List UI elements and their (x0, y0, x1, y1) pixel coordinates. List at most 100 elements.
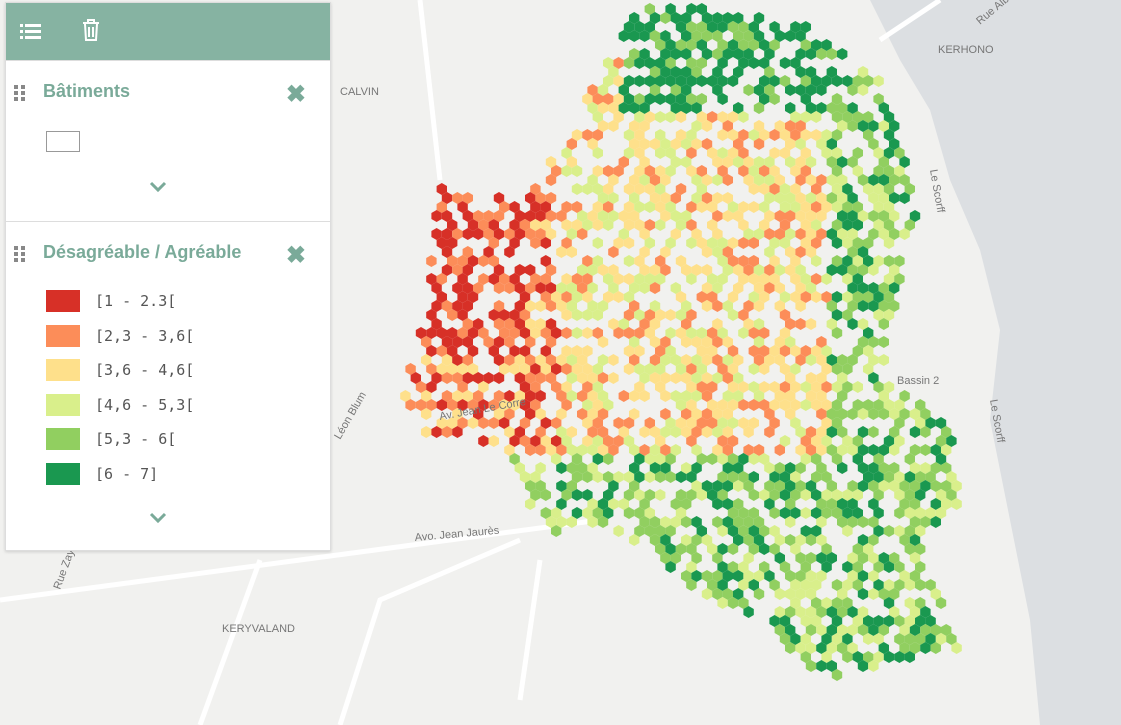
hex-cell (727, 309, 739, 321)
hex-cell (530, 183, 541, 195)
hex-cell (681, 354, 692, 366)
hex-cell (545, 372, 557, 384)
hex-cell (613, 291, 624, 303)
hex-cell (930, 624, 941, 636)
hex-cell (488, 219, 499, 231)
hex-cell (909, 210, 921, 222)
hex-cell (774, 552, 785, 564)
hex-cell (811, 525, 822, 537)
expand-chevron[interactable] (148, 181, 168, 193)
list-button[interactable] (20, 22, 42, 42)
hex-cell (873, 399, 884, 411)
hex-cell (930, 444, 941, 456)
hex-cell (426, 381, 437, 393)
hex-cell (826, 318, 837, 330)
drag-handle[interactable] (14, 85, 26, 101)
expand-chevron[interactable] (148, 512, 168, 524)
close-button[interactable]: ✖ (285, 242, 306, 269)
hex-cell (842, 507, 853, 519)
close-button[interactable]: ✖ (285, 81, 306, 108)
map-label: Rue Zay (52, 547, 78, 591)
hex-cell (665, 309, 676, 321)
hex-cell (868, 138, 879, 150)
hex-cell (551, 363, 562, 375)
hex-cell (883, 165, 895, 177)
hex-cell (904, 651, 915, 663)
hex-cell (847, 318, 858, 330)
hex-cell (592, 309, 603, 321)
hex-cell (623, 489, 635, 501)
hex-cell (816, 534, 827, 546)
hex-cell (899, 174, 910, 186)
hex-cell (852, 579, 863, 591)
hex-cell (779, 201, 791, 213)
hex-cell (883, 237, 895, 249)
hex-cell (779, 381, 791, 393)
hex-cell (717, 579, 728, 591)
hex-cell (603, 489, 614, 501)
hex-cell (660, 516, 671, 528)
hex-cell (868, 408, 879, 420)
hex-cell (545, 516, 557, 528)
hex-cell (857, 84, 869, 96)
hex-cell (748, 543, 759, 555)
hex-cell (681, 156, 692, 168)
hex-cell (623, 129, 635, 141)
hex-cell (514, 300, 525, 312)
hex-cell (670, 372, 681, 384)
hex-cell (816, 624, 827, 636)
hex-cell (696, 21, 707, 33)
hex-cell (873, 525, 884, 537)
hex-cell (696, 111, 707, 123)
hex-cell (748, 57, 759, 69)
hex-cell (623, 237, 635, 249)
hex-cell (889, 174, 900, 186)
delete-button[interactable] (82, 19, 100, 41)
hex-cell (457, 273, 468, 285)
hex-cell (722, 246, 733, 258)
hex-cell (670, 12, 681, 24)
hex-cell (852, 219, 863, 231)
hex-cell (863, 651, 874, 663)
hex-cell (925, 579, 936, 591)
hex-cell (712, 30, 723, 42)
hex-cell (727, 201, 739, 213)
hex-cell (478, 255, 489, 267)
hex-cell (634, 147, 645, 159)
hex-cell (831, 183, 843, 195)
hex-cell (639, 48, 650, 60)
hex-cell (701, 192, 713, 204)
hex-cell (603, 165, 614, 177)
hex-cell (748, 399, 759, 411)
hex-cell (478, 273, 489, 285)
hex-cell (795, 138, 806, 150)
hex-cell (436, 363, 447, 375)
hex-cell (733, 48, 744, 60)
hex-cell (701, 570, 713, 582)
hex-cell (769, 543, 780, 555)
hex-cell (785, 642, 796, 654)
hex-cell (421, 390, 432, 402)
hex-cell (681, 30, 692, 42)
hex-cell (738, 273, 749, 285)
hex-cell (894, 633, 905, 645)
hex-cell (837, 642, 848, 654)
drag-handle[interactable] (14, 246, 26, 262)
hex-cell (837, 462, 848, 474)
hex-cell (712, 552, 723, 564)
hex-cell (847, 480, 858, 492)
hex-cell (634, 129, 645, 141)
hex-cell (889, 120, 900, 132)
hex-cell (608, 264, 619, 276)
hex-cell (759, 219, 770, 231)
hex-cell (842, 75, 853, 87)
hex-cell (597, 102, 609, 114)
hex-cell (540, 255, 551, 267)
hex-cell (868, 372, 879, 384)
hex-cell (441, 390, 453, 402)
hex-cell (779, 147, 791, 159)
hex-cell (629, 282, 640, 294)
hex-cell (644, 3, 655, 15)
hex-cell (525, 480, 536, 492)
hex-cell (649, 264, 661, 276)
